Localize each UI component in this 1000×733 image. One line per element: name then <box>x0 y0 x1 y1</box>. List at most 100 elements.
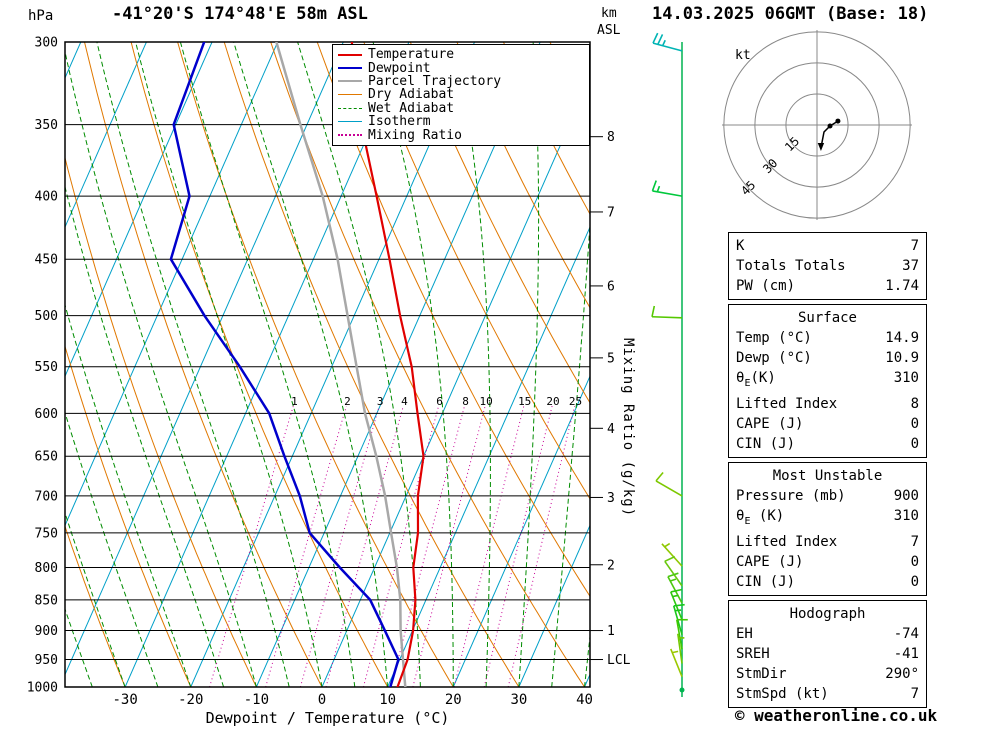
svg-text:550: 550 <box>35 360 58 375</box>
svg-text:800: 800 <box>35 561 58 576</box>
section-header: Hodograph <box>789 605 866 622</box>
hodograph-trace <box>817 118 841 151</box>
svg-text:10: 10 <box>379 692 396 708</box>
svg-text:950: 950 <box>35 653 58 668</box>
stat-label: StmDir <box>736 665 787 682</box>
legend-item-dry-adiabat: Dry Adiabat <box>338 88 589 101</box>
stat-value: 0 <box>910 573 919 590</box>
svg-text:350: 350 <box>35 118 58 133</box>
isotherm-lines <box>65 42 590 687</box>
wet-adiabat-line-swatch <box>338 107 362 109</box>
svg-text:4: 4 <box>607 422 615 437</box>
dewpoint-line <box>169 42 400 687</box>
stat-row: Pressure (mb) 900 <box>736 486 919 506</box>
stat-value: 7 <box>910 533 919 550</box>
stat-value: 310 <box>893 370 919 386</box>
svg-text:8: 8 <box>607 130 615 145</box>
svg-text:LCL: LCL <box>607 653 631 668</box>
wind-barb <box>677 633 685 664</box>
mixing-ratio-line-swatch <box>338 134 362 137</box>
stat-row: CAPE (J) 0 <box>736 552 919 572</box>
svg-text:3: 3 <box>607 491 615 506</box>
datetime-title: 14.03.2025 06GMT (Base: 18) <box>652 4 929 24</box>
hodograph-grid <box>722 30 912 220</box>
stat-label: StmSpd (kt) <box>736 685 829 702</box>
stat-value: 0 <box>910 553 919 570</box>
hodograph-box: Hodograph EH -74 SREH -41 StmDir 290° StmSp… <box>728 599 927 708</box>
stat-value: -41 <box>893 645 919 662</box>
svg-text:-20: -20 <box>178 692 203 708</box>
svg-text:25: 25 <box>569 395 582 408</box>
svg-text:30: 30 <box>510 692 527 708</box>
asl-axis-unit: ASL <box>597 23 621 38</box>
svg-text:300: 300 <box>35 36 58 51</box>
wind-barb <box>670 648 683 678</box>
svg-text:5: 5 <box>607 351 615 366</box>
stat-value: 8 <box>910 395 919 412</box>
mixing-ratio-axis-label: Mixing Ratio (g/kg) <box>620 338 636 518</box>
svg-text:6: 6 <box>436 395 443 408</box>
stat-label: K <box>736 238 745 254</box>
svg-text:15: 15 <box>782 134 802 154</box>
legend-label: Dry Adiabat <box>368 87 455 103</box>
dry-adiabat-line-swatch <box>338 94 362 96</box>
wind-barb <box>655 471 683 497</box>
svg-text:400: 400 <box>35 190 58 205</box>
stat-row: CIN (J) 0 <box>736 572 919 592</box>
stat-value: -74 <box>893 625 919 642</box>
stat-value: 0 <box>910 435 919 452</box>
svg-text:-30: -30 <box>112 692 137 708</box>
stat-value: 290° <box>885 665 919 682</box>
svg-text:10: 10 <box>479 395 492 408</box>
stat-row: CAPE (J) 0 <box>736 414 919 434</box>
stat-row: EH -74 <box>736 624 919 644</box>
wind-barb <box>651 180 683 197</box>
stat-label: Temp (°C) <box>736 330 812 346</box>
svg-text:1000: 1000 <box>27 681 58 696</box>
stat-row: Dewp (°C) 10.9 <box>736 348 919 368</box>
stat-value: 37 <box>902 258 919 274</box>
stat-label: SREH <box>736 645 770 662</box>
stat-label: CAPE (J) <box>736 415 804 432</box>
svg-text:6: 6 <box>607 279 615 294</box>
wind-barb <box>676 618 688 650</box>
station-title: -41°20'S 174°48'E 58m ASL <box>112 4 368 24</box>
isotherm-line-swatch <box>338 121 362 123</box>
svg-text:600: 600 <box>35 407 58 422</box>
mixing-ratio-labels: 1 2 3 4 6 8 10 15 20 25 <box>291 395 582 408</box>
pressure-gridlines <box>65 41 590 688</box>
stat-row: CIN (J) 0 <box>736 434 919 454</box>
stat-row: Totals Totals 37 <box>736 256 919 276</box>
legend-item-parcel: Parcel Trajectory <box>338 75 589 88</box>
svg-text:kt: kt <box>735 48 751 63</box>
wind-barb <box>651 305 683 319</box>
stat-label: Lifted Index <box>736 395 838 412</box>
stat-value: 10.9 <box>885 350 919 366</box>
x-axis-tick-labels: -30 -20 -10 0 10 20 30 40 <box>112 692 592 708</box>
pressure-tick-labels: 300 350 400 450 500 550 600 650 700 750 800 850 900 9… <box>27 36 58 696</box>
legend-label: Parcel Trajectory <box>368 73 502 89</box>
stat-label: EH <box>736 625 753 642</box>
svg-text:1: 1 <box>291 395 298 408</box>
stat-row: Temp (°C) 14.9 <box>736 328 919 348</box>
stat-label: Dewp (°C) <box>736 350 812 366</box>
mixing-ratio-lines <box>209 405 576 687</box>
legend-item-isotherm: Isotherm <box>338 115 589 128</box>
wind-barb-column <box>651 32 688 697</box>
legend-label: Isotherm <box>368 114 431 130</box>
svg-text:4: 4 <box>401 395 408 408</box>
svg-text:650: 650 <box>35 450 58 465</box>
svg-text:900: 900 <box>35 624 58 639</box>
svg-text:850: 850 <box>35 593 58 608</box>
stat-label: θE (K) <box>736 507 785 527</box>
svg-text:500: 500 <box>35 309 58 324</box>
parcel-trajectory-line <box>275 42 407 687</box>
stat-label: PW (cm) <box>736 278 796 294</box>
legend-item-dewpoint: Dewpoint <box>338 61 589 75</box>
svg-text:1: 1 <box>607 624 615 639</box>
stat-value: 1.74 <box>885 278 919 294</box>
svg-text:2: 2 <box>344 395 351 408</box>
